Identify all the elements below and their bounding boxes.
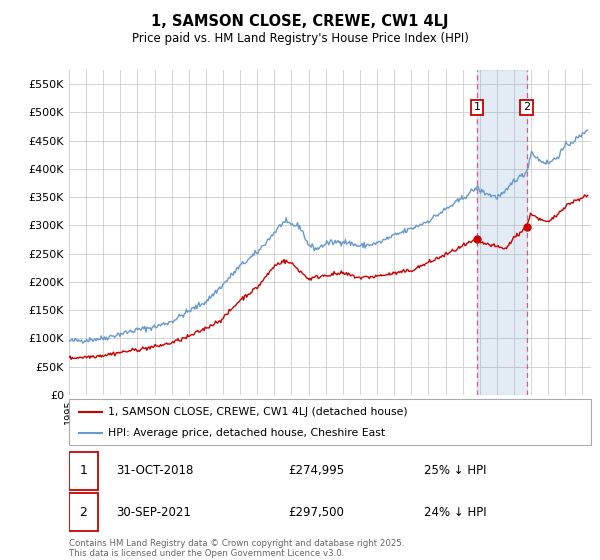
Text: £297,500: £297,500 [288, 506, 344, 519]
FancyBboxPatch shape [69, 493, 98, 531]
Text: 1, SAMSON CLOSE, CREWE, CW1 4LJ: 1, SAMSON CLOSE, CREWE, CW1 4LJ [151, 14, 449, 29]
Text: 25% ↓ HPI: 25% ↓ HPI [424, 464, 487, 477]
Text: 30-SEP-2021: 30-SEP-2021 [116, 506, 191, 519]
Text: 1: 1 [79, 464, 87, 477]
Text: HPI: Average price, detached house, Cheshire East: HPI: Average price, detached house, Ches… [108, 428, 385, 438]
Text: 2: 2 [523, 102, 530, 113]
FancyBboxPatch shape [69, 452, 98, 489]
Text: £274,995: £274,995 [288, 464, 344, 477]
Text: 31-OCT-2018: 31-OCT-2018 [116, 464, 193, 477]
Text: 1: 1 [473, 102, 481, 113]
FancyBboxPatch shape [69, 399, 591, 445]
Bar [477, 70, 527, 395]
Text: Contains HM Land Registry data © Crown copyright and database right 2025.
This d: Contains HM Land Registry data © Crown c… [69, 539, 404, 558]
Text: Price paid vs. HM Land Registry's House Price Index (HPI): Price paid vs. HM Land Registry's House … [131, 32, 469, 45]
Text: 1, SAMSON CLOSE, CREWE, CW1 4LJ (detached house): 1, SAMSON CLOSE, CREWE, CW1 4LJ (detache… [108, 407, 408, 417]
Text: 2: 2 [79, 506, 87, 519]
Text: 24% ↓ HPI: 24% ↓ HPI [424, 506, 487, 519]
